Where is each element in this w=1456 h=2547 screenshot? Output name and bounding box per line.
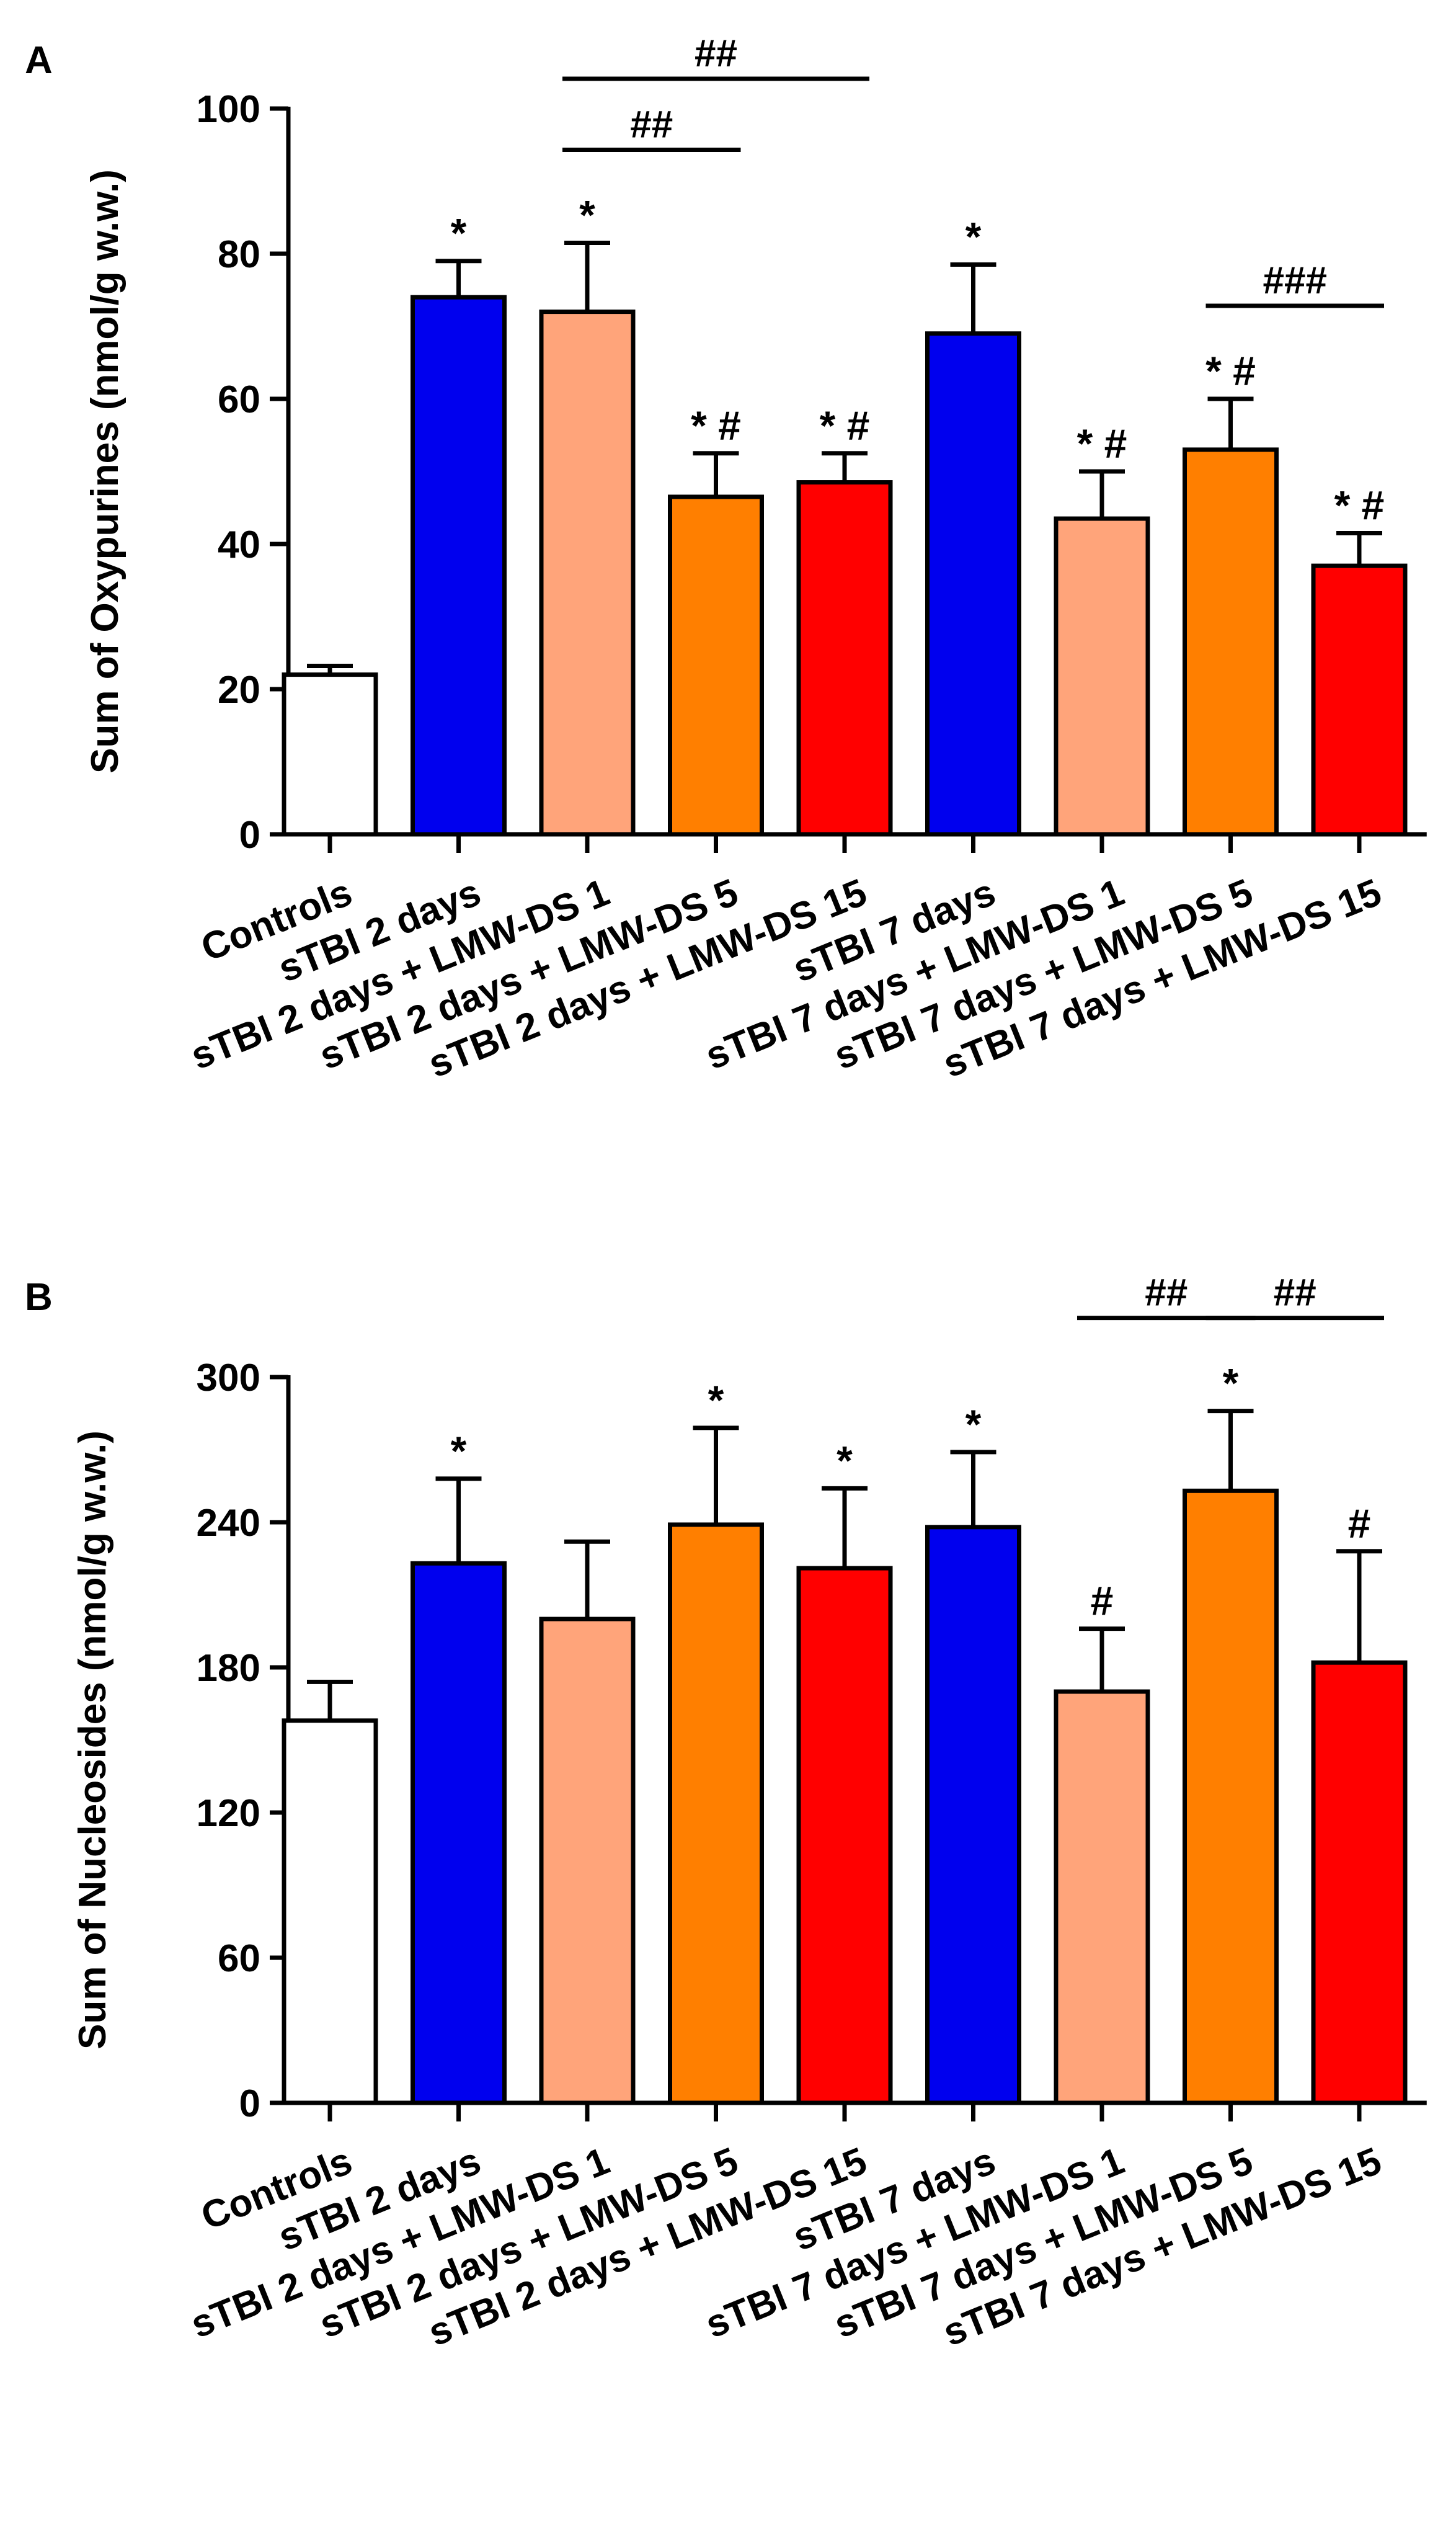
significance-marker: * # bbox=[1205, 348, 1256, 394]
bar bbox=[796, 480, 893, 837]
bar bbox=[411, 295, 507, 837]
y-tick-label: 240 bbox=[197, 1502, 260, 1545]
bar bbox=[411, 1561, 507, 2105]
y-tick-label: 40 bbox=[218, 524, 260, 566]
significance-marker: * bbox=[451, 210, 467, 256]
significance-marker: * bbox=[451, 1428, 467, 1474]
y-tick-label: 80 bbox=[218, 233, 260, 276]
significance-marker: # bbox=[1348, 1501, 1371, 1546]
y-tick-label: 60 bbox=[218, 378, 260, 421]
panel-a: A Sum of Oxypurines (nmol/g w.w.) 0 20 40 60 8… bbox=[25, 32, 1427, 1086]
y-tick-label: 0 bbox=[239, 814, 260, 857]
comparison-label: ## bbox=[1145, 1272, 1187, 1314]
comparison-label: ## bbox=[695, 32, 737, 75]
bar bbox=[925, 1525, 1021, 2105]
comparison-label: ## bbox=[630, 103, 673, 146]
y-tick-label: 20 bbox=[218, 669, 260, 711]
panel-b: B Sum of Nucleosides (nmol/g w.w.) 0 60 120 1… bbox=[25, 1272, 1427, 2355]
y-tick-label: 60 bbox=[218, 1937, 260, 1980]
bar bbox=[1311, 1660, 1408, 2105]
comparison-label: ### bbox=[1263, 259, 1327, 302]
y-tick-label: 300 bbox=[197, 1357, 260, 1399]
significance-marker: * bbox=[837, 1437, 853, 1483]
significance-marker: * bbox=[965, 214, 982, 260]
bar bbox=[925, 331, 1021, 837]
significance-marker: * bbox=[965, 1401, 982, 1447]
significance-marker: * # bbox=[820, 403, 870, 448]
bar bbox=[539, 310, 636, 837]
y-tick-label: 0 bbox=[239, 2082, 260, 2125]
y-tick-label: 120 bbox=[197, 1792, 260, 1835]
bar bbox=[539, 1617, 636, 2105]
significance-marker: * # bbox=[691, 403, 741, 448]
bar bbox=[1054, 516, 1150, 837]
bar bbox=[1183, 447, 1279, 837]
y-tick-label: 100 bbox=[197, 88, 260, 131]
comparison-label: ## bbox=[1274, 1272, 1316, 1314]
bar bbox=[1054, 1689, 1150, 2105]
bar bbox=[668, 1522, 764, 2105]
y-tick-label: 180 bbox=[197, 1647, 260, 1690]
panel-label: A bbox=[25, 39, 53, 82]
significance-marker: * bbox=[1223, 1360, 1239, 1406]
bar bbox=[1311, 563, 1408, 837]
significance-marker: * bbox=[708, 1377, 724, 1423]
panel-label: B bbox=[25, 1276, 53, 1319]
bar bbox=[796, 1566, 893, 2105]
significance-marker: * bbox=[579, 192, 595, 238]
y-axis-label: Sum of Nucleosides (nmol/g w.w.) bbox=[71, 1430, 114, 2050]
bar bbox=[1183, 1488, 1279, 2105]
bar bbox=[282, 672, 378, 837]
y-axis-label: Sum of Oxypurines (nmol/g w.w.) bbox=[84, 169, 127, 774]
bar bbox=[282, 1718, 378, 2105]
significance-marker: # bbox=[1091, 1578, 1114, 1624]
significance-marker: * # bbox=[1334, 482, 1385, 528]
significance-marker: * # bbox=[1077, 421, 1127, 466]
bar bbox=[668, 494, 764, 837]
